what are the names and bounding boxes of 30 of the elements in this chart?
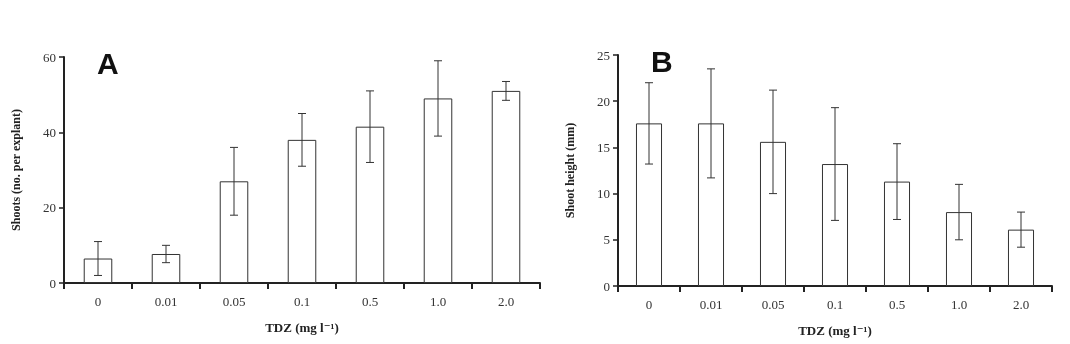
- chart-title: A: [97, 46, 119, 80]
- y-tick-label: 20: [597, 93, 610, 109]
- x-tick-label: 0.01: [154, 294, 178, 309]
- y-tick-label: 0: [603, 278, 610, 294]
- x-axis-title: TDZ (mg l⁻¹): [265, 320, 339, 335]
- x-tick-label: 0.1: [293, 294, 311, 309]
- chart-title: B: [651, 44, 673, 78]
- x-tick-label: 1.0: [950, 297, 968, 312]
- x-axis-title: TDZ (mg l⁻¹): [798, 323, 872, 338]
- x-tick-label: 0.05: [761, 297, 785, 312]
- x-tick-label: 0.5: [888, 297, 906, 312]
- y-tick-label: 0: [49, 275, 56, 291]
- y-tick-label: 5: [603, 232, 610, 248]
- y-axis-title: Shoots (no. per explant): [9, 109, 23, 231]
- x-tick-label: 0.05: [222, 294, 246, 309]
- y-tick-label: 25: [597, 47, 610, 63]
- x-tick-label: 2.0: [1012, 297, 1030, 312]
- x-tick-label: 0.5: [361, 294, 379, 309]
- y-axis-title: Shoot height (mm): [563, 122, 577, 219]
- x-tick-label: 0: [645, 297, 653, 312]
- x-tick-label: 0.01: [699, 297, 723, 312]
- x-tick-label: 0.1: [826, 297, 844, 312]
- y-tick-label: 10: [597, 186, 610, 202]
- y-tick-label: 15: [597, 139, 610, 155]
- x-tick-label: 1.0: [429, 294, 447, 309]
- y-tick-label: 60: [43, 49, 56, 65]
- x-tick-label: 0: [94, 294, 102, 309]
- y-tick-label: 40: [43, 124, 56, 140]
- y-tick-label: 20: [43, 200, 56, 216]
- x-tick-label: 2.0: [497, 294, 515, 309]
